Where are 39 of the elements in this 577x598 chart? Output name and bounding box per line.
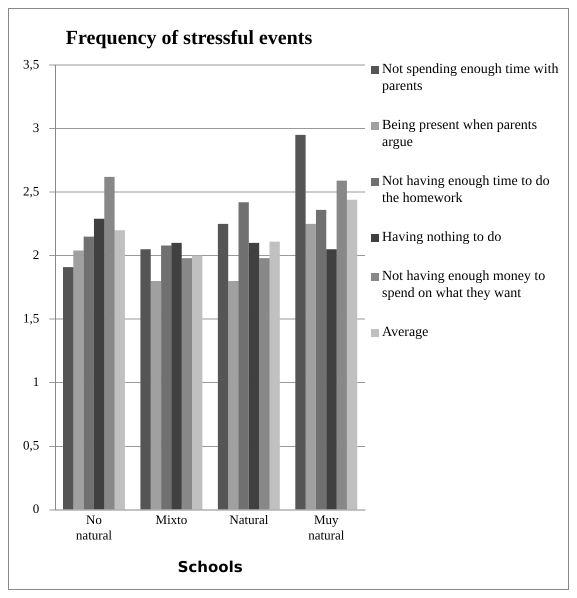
legend-label: Average xyxy=(382,324,428,341)
bar xyxy=(269,242,280,510)
bar xyxy=(150,281,162,510)
bar xyxy=(192,256,202,510)
bar xyxy=(140,249,151,510)
y-tick-label: 0,5 xyxy=(23,438,40,453)
legend-label: Not having enough money to spend on what they want xyxy=(382,268,546,302)
bar xyxy=(228,281,239,510)
legend-label: Having nothing to do xyxy=(382,229,502,246)
bar xyxy=(171,242,182,510)
bar xyxy=(326,249,337,510)
bar xyxy=(238,202,249,510)
bar xyxy=(316,210,326,510)
bar xyxy=(114,230,125,510)
x-tick-label: No natural xyxy=(76,512,112,543)
bar xyxy=(248,242,260,510)
y-tick-label: 2,5 xyxy=(23,184,40,199)
legend-label: Not spending enough time with parents xyxy=(382,61,560,95)
y-tick-label: 2 xyxy=(32,247,40,262)
bar xyxy=(306,224,316,510)
y-tick-label: 3 xyxy=(32,120,40,135)
x-tick-label: Mixto xyxy=(156,512,188,528)
y-tick-label: 3,5 xyxy=(23,56,40,72)
bar xyxy=(62,267,74,510)
bar xyxy=(218,224,228,510)
bar xyxy=(295,134,306,510)
y-tick-label: 1 xyxy=(32,374,40,390)
chart-title: Frequency of stressful events xyxy=(66,27,312,50)
bar xyxy=(84,236,94,510)
y-tick-label: 0 xyxy=(32,501,40,516)
x-tick-label: Natural xyxy=(229,512,269,528)
x-axis-title: Schools xyxy=(178,558,243,576)
legend-label: Not having enough time to do the homework xyxy=(382,173,551,207)
x-tick-label: Muy natural xyxy=(308,512,345,543)
bar xyxy=(161,245,172,510)
bar xyxy=(346,200,358,510)
legend-label: Being present when parents argue xyxy=(382,117,538,151)
bar xyxy=(94,218,104,510)
y-tick-label: 1,5 xyxy=(23,310,40,326)
